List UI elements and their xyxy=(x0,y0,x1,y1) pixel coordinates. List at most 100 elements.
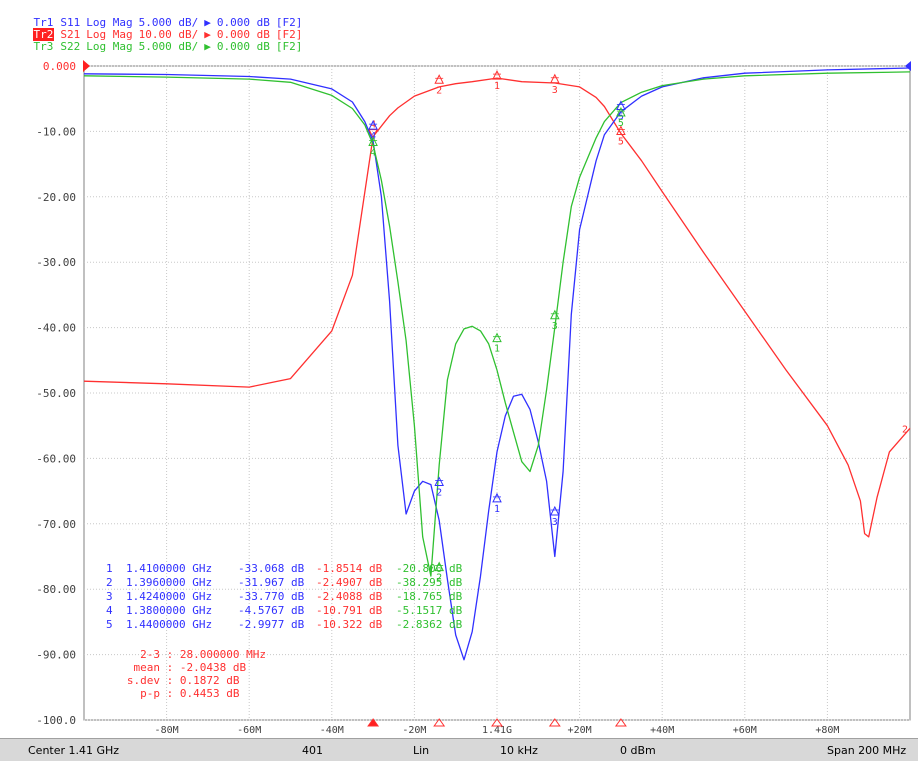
trace-ref: 0.000 dB xyxy=(216,28,270,41)
marker-readout-table: 1 1.4100000 GHz -33.068 dB -1.8514 dB -20.80… xyxy=(106,562,486,632)
trace-scale: 5.000 dB/ xyxy=(138,40,199,53)
trace-ref-icon: ▶ xyxy=(204,16,211,29)
marker-triangle[interactable] xyxy=(492,69,502,80)
y-tick-label: -50.00 xyxy=(36,387,76,400)
marker-readout-cell: 4 xyxy=(106,604,113,617)
marker-label: 4 xyxy=(370,147,376,158)
marker-triangle[interactable] xyxy=(434,476,444,487)
marker-readout-cell: -33.068 dB xyxy=(238,562,305,575)
marker-label: 5 xyxy=(618,118,624,129)
marker-readout-cell: -2.4088 dB xyxy=(316,590,383,603)
marker-label: 3 xyxy=(552,85,558,96)
trace-param: S21 xyxy=(60,28,81,41)
marker-triangle[interactable] xyxy=(368,136,378,146)
marker-label: 3 xyxy=(552,517,558,528)
marker-readout-cell: -1.8514 dB xyxy=(316,562,383,575)
statistics-table: 2-3 : 28.000000 MHz mean : -2.0438 dB s.de… xyxy=(108,648,266,700)
marker-readout-cell: -5.1517 dB xyxy=(396,604,463,617)
status-span[interactable]: Span 200 MHz xyxy=(827,744,907,757)
y-tick-label: -20.00 xyxy=(36,191,76,204)
marker-triangle[interactable] xyxy=(550,309,560,320)
x-axis-marker-indicators xyxy=(367,718,627,727)
marker-readout-row: 4 1.3800000 GHz -4.5767 dB -10.791 dB -5.151… xyxy=(106,604,486,618)
marker-triangle[interactable] xyxy=(616,106,626,117)
marker-readout-cell: 1.4100000 GHz xyxy=(126,562,213,575)
marker-triangle[interactable] xyxy=(550,73,560,84)
y-tick-label: -70.00 xyxy=(36,518,76,531)
stats-label: mean xyxy=(133,661,161,674)
x-tick-label: +40M xyxy=(650,725,674,736)
marker-label: 4 xyxy=(370,120,376,131)
trace-line-2[interactable]: Tr2 S21 Log Mag 10.00 dB/ ▶ 0.000 dB [F2] xyxy=(6,17,308,41)
trace-format: Log Mag xyxy=(86,16,133,29)
x-tick-label: -60M xyxy=(237,725,261,736)
grid-lines xyxy=(83,60,911,721)
marker-label: 5 xyxy=(618,112,624,123)
x-axis-marker-icon[interactable] xyxy=(491,718,503,727)
marker-readout-cell: 1.3800000 GHz xyxy=(126,604,213,617)
marker-readout-cell: -33.770 dB xyxy=(238,590,305,603)
status-center[interactable]: Center 1.41 GHz xyxy=(28,744,120,757)
x-tick-label: -80M xyxy=(155,725,179,736)
ref-level-left-icon[interactable] xyxy=(83,60,90,72)
marker-readout-cell: -2.9977 dB xyxy=(238,618,305,631)
marker-triangle[interactable] xyxy=(368,120,378,130)
stats-label: p-p xyxy=(140,687,160,700)
trace-tag: [F2] xyxy=(275,28,303,41)
status-points[interactable]: 401 xyxy=(302,744,323,757)
stats-separator: : xyxy=(160,674,180,687)
stats-value: 0.4453 dB xyxy=(179,687,240,700)
trace-scale: 10.00 dB/ xyxy=(138,28,199,41)
marker-readout-cell: 3 xyxy=(106,590,113,603)
trace-line-3[interactable]: Tr3 S22 Log Mag 5.000 dB/ ▶ 0.000 dB [F2] xyxy=(6,29,308,53)
stats-label: 2-3 xyxy=(140,648,160,661)
trace-param: S22 xyxy=(60,40,81,53)
marker-label: 3 xyxy=(552,321,558,332)
stats-row: s.dev : 0.1872 dB xyxy=(108,674,266,687)
stats-row: p-p : 0.4453 dB xyxy=(108,687,266,700)
marker-readout-cell: -31.967 dB xyxy=(238,576,305,589)
marker-triangle[interactable] xyxy=(492,332,502,343)
marker-readout-cell: -10.322 dB xyxy=(316,618,383,631)
x-axis-labels: -80M -60M -40M -20M 1.41G +20M +40M +60M +80M xyxy=(155,725,840,736)
marker-triangle[interactable] xyxy=(616,100,626,111)
marker-triangle[interactable] xyxy=(434,561,444,572)
trace-scale: 5.000 dB/ xyxy=(138,16,199,29)
marker-readout-cell: -2.4907 dB xyxy=(316,576,383,589)
x-tick-label: 1.41G xyxy=(482,725,512,736)
trace-tag: [F2] xyxy=(275,40,303,53)
trace-format: Log Mag xyxy=(86,40,133,53)
marker-triangle[interactable] xyxy=(492,492,502,503)
marker-readout-cell: 2 xyxy=(106,576,113,589)
marker-readout-cell: -38.295 dB xyxy=(396,576,463,589)
trace-header: Tr1 S11 Log Mag 5.000 dB/ ▶ 0.000 dB [F2] Tr2 S… xyxy=(6,5,308,53)
marker-label: 5 xyxy=(618,136,624,147)
status-sweep-type[interactable]: Lin xyxy=(413,744,430,757)
chart-area[interactable]: 0.000 -10.00 -20.00 -30.00 -40.00 -50.00 -60.0… xyxy=(0,0,918,738)
trace-line-1[interactable]: Tr1 S11 Log Mag 5.000 dB/ ▶ 0.000 dB [F2] xyxy=(6,5,308,29)
series-line xyxy=(83,67,911,661)
trace-tag: [F2] xyxy=(275,16,303,29)
status-ifbw[interactable]: 10 kHz xyxy=(500,744,538,757)
status-power[interactable]: 0 dBm xyxy=(620,744,656,757)
x-axis-marker-icon[interactable] xyxy=(367,718,380,727)
y-tick-label: -100.0 xyxy=(36,714,76,727)
x-axis-marker-icon[interactable] xyxy=(614,718,627,727)
marker-triangle[interactable] xyxy=(434,74,444,84)
y-tick-label: -30.00 xyxy=(36,256,76,269)
stats-separator: : xyxy=(160,661,180,674)
trace-id-badge[interactable]: Tr3 xyxy=(33,40,54,53)
trace-ref: 0.000 dB xyxy=(216,16,270,29)
marker-label: 1 xyxy=(494,344,500,355)
marker-triangle[interactable] xyxy=(550,505,560,516)
trace-ref-icon: ▶ xyxy=(204,28,211,41)
trace-id-badge[interactable]: Tr1 xyxy=(33,16,54,29)
x-axis-marker-icon[interactable] xyxy=(548,718,561,727)
marker-triangle[interactable] xyxy=(616,125,626,135)
x-tick-label: -20M xyxy=(402,725,426,736)
stats-row: mean : -2.0438 dB xyxy=(108,661,266,674)
marker-readout-cell: 1.3960000 GHz xyxy=(126,576,213,589)
x-axis-marker-icon[interactable] xyxy=(433,718,446,727)
trace-id-badge[interactable]: Tr2 xyxy=(32,28,55,41)
